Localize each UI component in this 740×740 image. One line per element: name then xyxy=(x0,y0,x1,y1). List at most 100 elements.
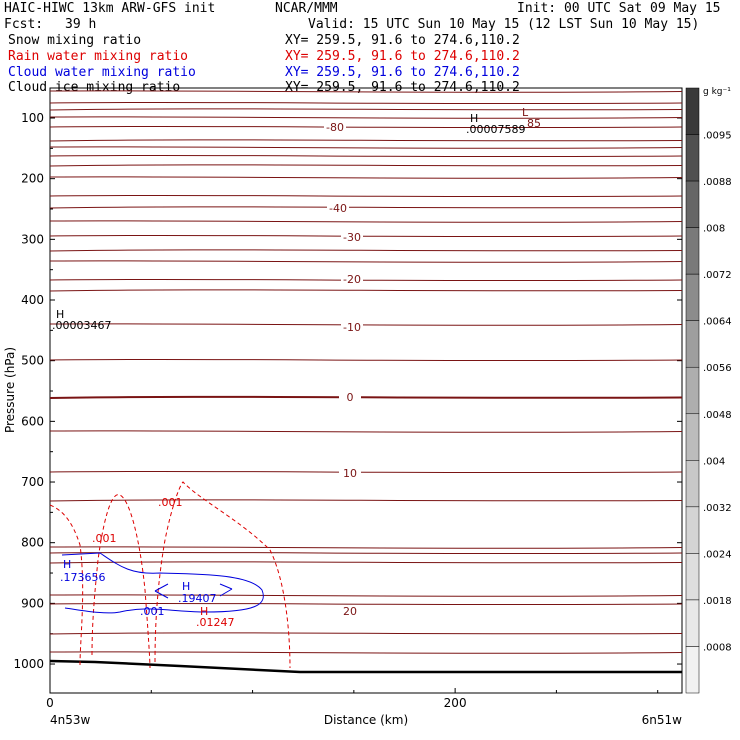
y-tick-label: 400 xyxy=(21,293,44,307)
isotherm-label: 10 xyxy=(343,467,357,480)
isotherm-line xyxy=(49,395,683,399)
field-rain-name: Rain water mixing ratio xyxy=(8,49,189,64)
colorbar-swatch xyxy=(685,227,700,275)
isotherm-label-bg xyxy=(341,273,363,284)
colorbar-tick-label: .0048 xyxy=(703,410,732,421)
colorbar-swatch xyxy=(685,460,700,508)
annotation-value: .173656 xyxy=(60,571,106,584)
y-tick-label: 1000 xyxy=(13,657,44,671)
isotherm-line xyxy=(49,358,683,362)
fcst-label: Fcst: xyxy=(4,17,44,32)
colorbar-swatch xyxy=(685,506,700,554)
y-tick-label: 500 xyxy=(21,354,44,368)
y-tick-label: 700 xyxy=(21,475,44,489)
colorbar-swatch xyxy=(685,646,700,694)
field-snow-xy: XY= 259.5, 91.6 to 274.6,110.2 xyxy=(285,33,520,48)
annotation-marker: .001 xyxy=(158,496,183,509)
annotation-value: .00007589 xyxy=(466,123,526,136)
annotation-marker: H xyxy=(200,605,208,618)
y-tick-label: 100 xyxy=(21,111,44,125)
colorbar-tick-label: .0024 xyxy=(703,549,732,560)
isotherm-line xyxy=(49,90,683,93)
y-tick-label: 300 xyxy=(21,232,44,246)
isotherm-line xyxy=(49,289,683,292)
annotation-marker: H xyxy=(56,308,64,321)
isotherm-label-bg xyxy=(339,605,361,616)
isotherm-line xyxy=(49,594,683,597)
isotherm-label: -20 xyxy=(343,273,361,286)
annotation-marker: H xyxy=(63,558,71,571)
isotherm-label: 0 xyxy=(347,391,354,404)
colorbar-tick-label: .0095 xyxy=(703,131,732,142)
colorbar-tick-label: .0008 xyxy=(703,642,732,653)
x-left-endpoint: 4n53w xyxy=(50,713,91,727)
isotherm-line xyxy=(49,101,683,105)
isotherm-line xyxy=(49,323,683,326)
isotherm-line xyxy=(49,139,683,142)
isotherm-line xyxy=(49,164,683,167)
isotherm-line xyxy=(49,206,683,209)
annotation-value: .01247 xyxy=(196,616,235,629)
colorbar-swatch xyxy=(685,87,700,135)
isotherm-label: 20 xyxy=(343,605,357,618)
isotherm-line xyxy=(49,176,683,179)
colorbar-tick-label: .0018 xyxy=(703,596,732,607)
colorbar-tick-label: .0064 xyxy=(703,317,732,328)
rain-contour xyxy=(154,481,291,669)
plot-frame xyxy=(49,87,683,694)
isotherm-line xyxy=(49,499,683,502)
isotherm-line xyxy=(49,470,683,474)
colorbar-tick-label: .0056 xyxy=(703,363,732,374)
x-axis-label: Distance (km) xyxy=(324,713,408,727)
colorbar-swatch xyxy=(685,180,700,228)
colorbar-swatch xyxy=(685,134,700,182)
temperature-contours xyxy=(49,90,683,654)
field-cloudwater-name: Cloud water mixing ratio xyxy=(8,65,196,80)
y-tick-label: 600 xyxy=(21,414,44,428)
isotherm-line xyxy=(49,430,683,433)
cloud-water-contour xyxy=(61,552,264,614)
isotherm-label-bg xyxy=(339,467,361,478)
isotherm-line xyxy=(49,651,683,654)
y-tick-label: 800 xyxy=(21,536,44,550)
surface-line xyxy=(49,659,682,674)
isotherm-line xyxy=(49,551,683,555)
isotherm-label: -30 xyxy=(343,231,361,244)
x-tick-label: 0 xyxy=(46,696,54,710)
annotation-value: .00003467 xyxy=(52,319,112,332)
annotation-marker: H xyxy=(182,580,190,593)
annotation-marker: .001 xyxy=(92,532,117,545)
x-right-endpoint: 6n51w xyxy=(642,713,683,727)
annotation-marker: L xyxy=(522,106,529,119)
valid-time: Valid: 15 UTC Sun 10 May 15 (12 LST Sun … xyxy=(308,17,700,32)
y-axis-label: Pressure (hPa) xyxy=(3,347,17,433)
isotherm-label-bg xyxy=(327,202,349,213)
isotherm-line xyxy=(49,194,683,198)
isotherm-line xyxy=(49,234,683,238)
isotherm-line xyxy=(49,116,683,119)
colorbar-tick-label: .008 xyxy=(703,224,725,235)
isotherm-line xyxy=(49,546,683,549)
field-rain-xy: XY= 259.5, 91.6 to 274.6,110.2 xyxy=(285,49,520,64)
y-tick-label: 900 xyxy=(21,596,44,610)
isotherm-line xyxy=(49,220,683,223)
colorbar-swatch xyxy=(685,553,700,601)
field-snow-name: Snow mixing ratio xyxy=(8,33,142,48)
isotherm-line xyxy=(49,108,683,111)
isotherm-line xyxy=(49,146,683,149)
model-title: HAIC-HIWC 13km ARW-GFS init xyxy=(4,1,216,16)
colorbar-swatch xyxy=(685,366,700,415)
y-tick-label: 200 xyxy=(21,172,44,186)
isotherm-line xyxy=(49,260,683,263)
annotation-value: .19407 xyxy=(178,592,217,605)
isotherm-line xyxy=(49,278,683,282)
colorbar-tick-label: .0032 xyxy=(703,503,732,514)
colorbar-unit: g kg⁻¹ xyxy=(703,87,731,97)
isotherm-line xyxy=(49,632,683,635)
annotation-marker: H xyxy=(470,112,478,125)
isotherm-label-bg xyxy=(341,231,363,242)
isotherm-label-bg xyxy=(341,321,363,332)
isotherm-label: -10 xyxy=(343,321,361,334)
annotation-value: 85 xyxy=(527,117,541,130)
